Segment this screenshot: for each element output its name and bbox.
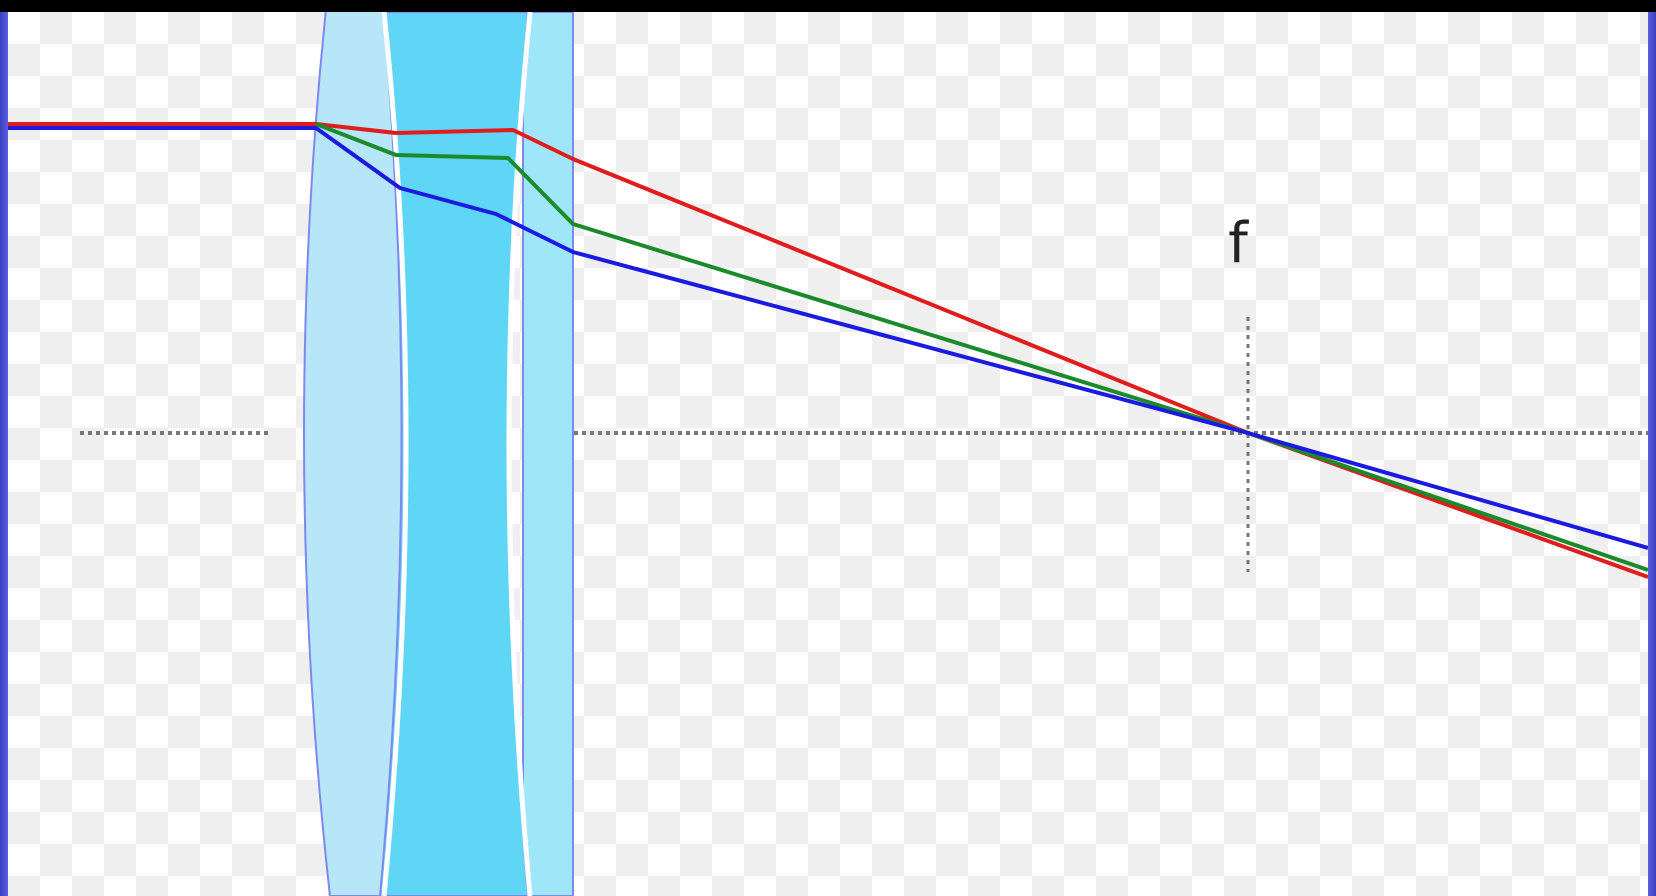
window-frame-left <box>0 0 8 896</box>
ray-red <box>8 122 1648 579</box>
achromatic-lens-diagram: f <box>8 12 1648 896</box>
crown-convex-element <box>303 12 403 896</box>
window-frame-right <box>1648 0 1656 896</box>
lens-plate <box>522 12 574 896</box>
focal-point-label: f <box>1228 211 1249 276</box>
ray-blue <box>8 126 1648 550</box>
diagram-canvas: f <box>8 12 1648 896</box>
top-bar <box>0 0 1656 12</box>
ray-green <box>315 122 1648 572</box>
